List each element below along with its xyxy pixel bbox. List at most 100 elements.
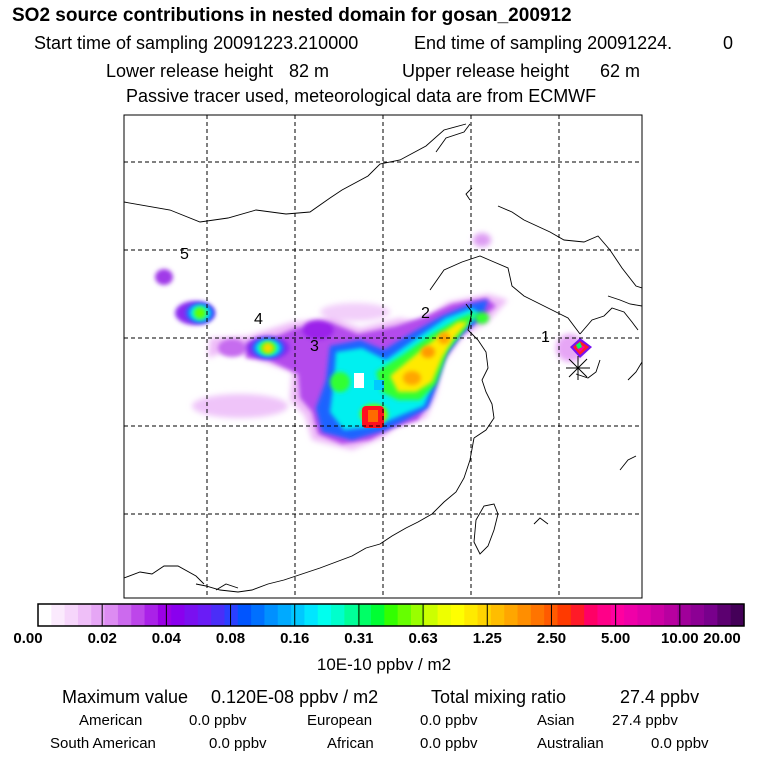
plume-gap <box>354 373 364 388</box>
colorbar-segment <box>344 604 359 626</box>
region-label-3: 3 <box>310 338 319 355</box>
colorbar-segment <box>277 604 292 626</box>
colorbar-tick-label: 0.16 <box>280 630 310 647</box>
colorbar-segment <box>291 604 306 626</box>
region-label-4: 4 <box>254 311 263 328</box>
colorbar-segment <box>184 604 199 626</box>
colorbar-segment <box>104 604 119 626</box>
max-value-label: Maximum value <box>62 687 189 707</box>
colorbar-segment <box>117 604 132 626</box>
colorbar-segment <box>677 604 692 626</box>
tracer-note: Passive tracer used, meteorological data… <box>126 86 597 106</box>
start-time-label: Start time of sampling 20091223.210000 <box>34 33 359 53</box>
colorbar-segment <box>690 604 705 626</box>
colorbar-tick-label: 0.31 <box>344 630 374 647</box>
colorbar-segment <box>384 604 399 626</box>
region-name-african: African <box>327 735 374 752</box>
colorbar-tick-label: 10.00 <box>661 630 699 647</box>
colorbar-tick-label: 1.25 <box>472 630 502 647</box>
colorbar-segment <box>424 604 439 626</box>
colorbar-segment <box>557 604 572 626</box>
region-name-european: European <box>307 712 373 729</box>
colorbar-segment <box>51 604 66 626</box>
colorbar-segment <box>157 604 172 626</box>
colorbar-segment <box>624 604 639 626</box>
region-label-2: 2 <box>421 305 430 322</box>
colorbar-segment <box>730 604 745 626</box>
total-mixing-label: Total mixing ratio <box>431 687 567 707</box>
hotspot-red-core <box>368 410 378 422</box>
colorbar-segment <box>77 604 92 626</box>
lower-height-value: 82 m <box>289 61 330 81</box>
colorbar-segment <box>304 604 319 626</box>
gridlines <box>124 115 642 598</box>
colorbar-segment <box>224 604 239 626</box>
colorbar-segment <box>650 604 665 626</box>
receptor-marker-gosan <box>566 356 590 380</box>
colorbar-segment <box>570 604 585 626</box>
colorbar-segment <box>450 604 465 626</box>
colorbar-tick-label: 5.00 <box>600 630 631 647</box>
colorbar-segment <box>171 604 186 626</box>
colorbar-segment <box>331 604 345 626</box>
colorbar-tick-label: 0.63 <box>408 630 438 647</box>
region-value-african: 0.0 ppbv <box>420 735 478 752</box>
colorbar-segment <box>131 604 146 626</box>
end-time-label: End time of sampling 20091224. <box>414 33 673 53</box>
region-label-5: 5 <box>180 246 189 263</box>
lower-height-label: Lower release height <box>106 61 274 81</box>
region-value-american: 0.0 ppbv <box>189 712 247 729</box>
korea-hotspot <box>570 338 592 358</box>
colorbar-segment <box>64 604 79 626</box>
region-name-american: American <box>79 712 143 729</box>
plume-cyan-spot <box>374 380 384 390</box>
map-area: 1 2 3 4 5 <box>124 115 642 598</box>
colorbar-segment <box>477 604 492 626</box>
colorbar-segment <box>197 604 212 626</box>
colorbar-frame <box>37 603 745 627</box>
colorbar-tick-label: 2.50 <box>536 630 567 647</box>
map-frame <box>123 114 643 599</box>
colorbar-segment <box>251 604 266 626</box>
colorbar-tick-label: 0.04 <box>151 630 181 647</box>
colorbar-segment <box>237 604 252 626</box>
end-time-suffix: 0 <box>723 33 734 53</box>
chart-title: SO2 source contributions in nested domai… <box>12 5 572 26</box>
colorbar-segment <box>717 604 732 626</box>
colorbar-tick-label: 0.00 <box>13 630 43 647</box>
region-name-south-american: South American <box>50 735 156 752</box>
colorbar-unit: 10E-10 ppbv / m2 <box>316 655 452 674</box>
colorbar-segment <box>597 604 612 626</box>
region-label-1: 1 <box>541 329 550 346</box>
colorbar-segment <box>437 604 452 626</box>
upper-height-value: 62 m <box>600 61 641 81</box>
colorbar-segment <box>397 604 412 626</box>
max-value: 0.120E-08 ppbv / m2 <box>211 687 379 707</box>
colorbar-segment <box>517 604 532 626</box>
colorbar-segment <box>490 604 505 626</box>
colorbar-segment <box>264 604 279 626</box>
region-name-asian: Asian <box>537 712 575 729</box>
colorbar-tick-label: 0.02 <box>87 630 117 647</box>
colorbar-segment <box>664 604 678 626</box>
upper-height-label: Upper release height <box>402 61 570 81</box>
colorbar-segment <box>410 604 425 626</box>
colorbar-segment <box>530 604 545 626</box>
colorbar-segment <box>91 604 106 626</box>
colorbar-segment <box>584 604 599 626</box>
colorbar-segment <box>504 604 519 626</box>
colorbar-segment <box>317 604 332 626</box>
region-name-australian: Australian <box>537 735 604 752</box>
region-value-asian: 27.4 ppbv <box>612 712 678 729</box>
plume-orange <box>403 332 450 385</box>
colorbar-tick-label: 0.08 <box>215 630 246 647</box>
region-value-south-american: 0.0 ppbv <box>209 735 267 752</box>
colorbar-segment <box>371 604 385 626</box>
region-value-european: 0.0 ppbv <box>420 712 478 729</box>
colorbar-segment <box>637 604 652 626</box>
colorbar-segment <box>38 604 52 626</box>
colorbar-tick-label: 20.00 <box>703 630 741 647</box>
colorbar-segment <box>610 604 625 626</box>
colorbar-ticks <box>101 604 681 626</box>
colorbar-segment <box>211 604 226 626</box>
